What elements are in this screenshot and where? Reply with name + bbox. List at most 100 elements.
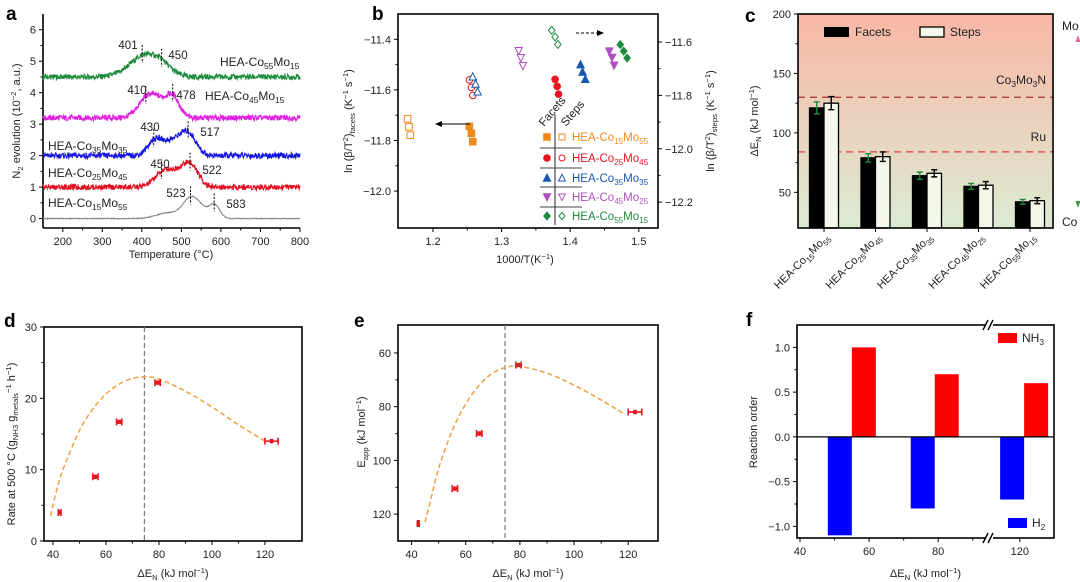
- axis-break-icon: [982, 532, 994, 544]
- subscript: 2: [16, 166, 25, 170]
- text-run: 1000/T(K: [496, 254, 542, 266]
- subscript: N: [905, 573, 911, 582]
- series-2: HEA-Co35Mo35: [468, 59, 649, 187]
- text-run: 0: [31, 536, 37, 548]
- data-point: [269, 438, 274, 444]
- y-tick-label: 5: [30, 56, 36, 68]
- subscript: facets: [348, 113, 357, 134]
- y-tick-label: 120: [373, 509, 391, 521]
- panel-b: −11.4−11.6−11.8−12.0−11.6−11.8−12.0−12.2…: [341, 13, 719, 266]
- text-run: s: [343, 81, 355, 90]
- circle-marker: [558, 154, 566, 162]
- text-run: 10: [25, 465, 37, 477]
- diamond-marker: [543, 211, 551, 221]
- text-run: (K: [705, 99, 717, 114]
- series-4: HEA-Co15Mo55 523 583: [42, 186, 301, 220]
- subscript: 55: [264, 61, 274, 71]
- x-tick-label: 1.5: [631, 236, 646, 248]
- text-run: Mo: [101, 196, 118, 210]
- text-run: , a.u.): [11, 63, 23, 91]
- y-tick-label: 100: [373, 455, 391, 467]
- text-run: −12.0: [363, 186, 391, 198]
- superscript: −1: [747, 89, 756, 98]
- circle-marker: [551, 75, 559, 84]
- text-run: Mo: [1016, 73, 1033, 87]
- x-axis-label: ΔEN (kJ mol−1): [492, 566, 563, 582]
- text-run: HEA-Co: [572, 153, 614, 165]
- text-run: 100: [203, 549, 221, 561]
- bar: [827, 436, 852, 536]
- panel-label-d: d: [4, 311, 16, 332]
- triangle-up-marker: [471, 78, 481, 88]
- subscript: 45: [249, 95, 259, 105]
- legend-label: HEA-Co15Mo55: [572, 132, 649, 146]
- text-run: 1.4: [563, 236, 578, 248]
- data-point: [477, 431, 482, 436]
- legend-label: HEA-Co35Mo35: [572, 173, 649, 187]
- text-run: HEA-Co: [572, 173, 614, 185]
- text-run: 120: [1011, 546, 1029, 558]
- y-axis-label: N2 evolution (10−2, a.u.): [9, 63, 25, 178]
- y-tick-label: 50: [779, 187, 791, 199]
- error-bar: [1019, 198, 1026, 205]
- y-axis-label: Rate at 500 °C (gNH3 gmetals−1 h−1): [4, 363, 20, 526]
- series-facets: [808, 101, 1031, 229]
- text-run: 1.3: [494, 236, 509, 248]
- bar: [860, 157, 877, 229]
- x-tick-label: 60: [863, 546, 875, 558]
- subscript: 25: [639, 197, 648, 206]
- text-run: 700: [251, 236, 269, 248]
- text-run: 60: [100, 549, 112, 561]
- x-axis-label: ΔEN (kJ mol−1): [137, 566, 208, 582]
- text-run: ): [705, 132, 717, 136]
- triangle-up-marker: [578, 66, 588, 76]
- x-tick-label: 100: [565, 549, 583, 561]
- text-run: Mo: [623, 211, 639, 223]
- subscript: 55: [614, 216, 623, 225]
- text-run: 120: [256, 549, 274, 561]
- text-run: Mo: [101, 166, 118, 180]
- y-axis-label: Reaction order: [748, 396, 760, 468]
- x-axis-label: 1000/T(K−1): [496, 252, 554, 266]
- panel-f: −1.0 −0.5 0.0 0.5 1.0 40 60 80 120 ΔEN (kJ mol−1)…: [748, 319, 1055, 582]
- x-tick-label: 400: [133, 236, 151, 248]
- text-run: 80: [379, 402, 391, 414]
- subscript: 45: [614, 197, 623, 206]
- subscript: 15: [639, 216, 648, 225]
- error-bar: [828, 95, 835, 111]
- superscript: 2: [341, 137, 350, 141]
- text-run: g: [6, 416, 18, 425]
- square-marker: [405, 123, 413, 131]
- x-tick-label: 700: [251, 236, 269, 248]
- text-run: HEA-Co: [220, 55, 264, 69]
- text-run: 2: [30, 151, 36, 163]
- series-0: HEA-Co15Mo55: [403, 115, 649, 146]
- triangle-up-marker: [580, 74, 590, 84]
- text-run: 30: [25, 322, 37, 334]
- text-run: ): [356, 396, 368, 400]
- text-run: 600: [212, 236, 230, 248]
- text-run: 478: [176, 90, 195, 102]
- text-run: (kJ mol: [749, 98, 761, 137]
- error-bar: [1034, 196, 1041, 205]
- text-run: ): [343, 69, 355, 73]
- text-run: ): [6, 363, 18, 367]
- scale-bottom-label: Co: [1062, 215, 1078, 229]
- text-run: Co: [1062, 215, 1078, 229]
- bar: [977, 184, 994, 229]
- x-tick-label: 200: [54, 236, 72, 248]
- superscript: −1: [703, 91, 712, 100]
- bar: [808, 107, 825, 229]
- text-run: 6: [30, 25, 36, 37]
- text-run: 3: [30, 119, 36, 131]
- triangle-down-marker: [607, 53, 617, 63]
- text-run: −11.8: [364, 135, 391, 147]
- text-run: 4: [30, 88, 36, 100]
- series-3: HEA-Co45Mo25: [514, 47, 649, 206]
- triangle-up-marker: [542, 173, 552, 182]
- subscript: app: [361, 447, 370, 460]
- series-1: [827, 436, 1025, 536]
- y-tick-label: 80: [379, 402, 391, 414]
- y-tick-label: −12.0: [363, 186, 391, 198]
